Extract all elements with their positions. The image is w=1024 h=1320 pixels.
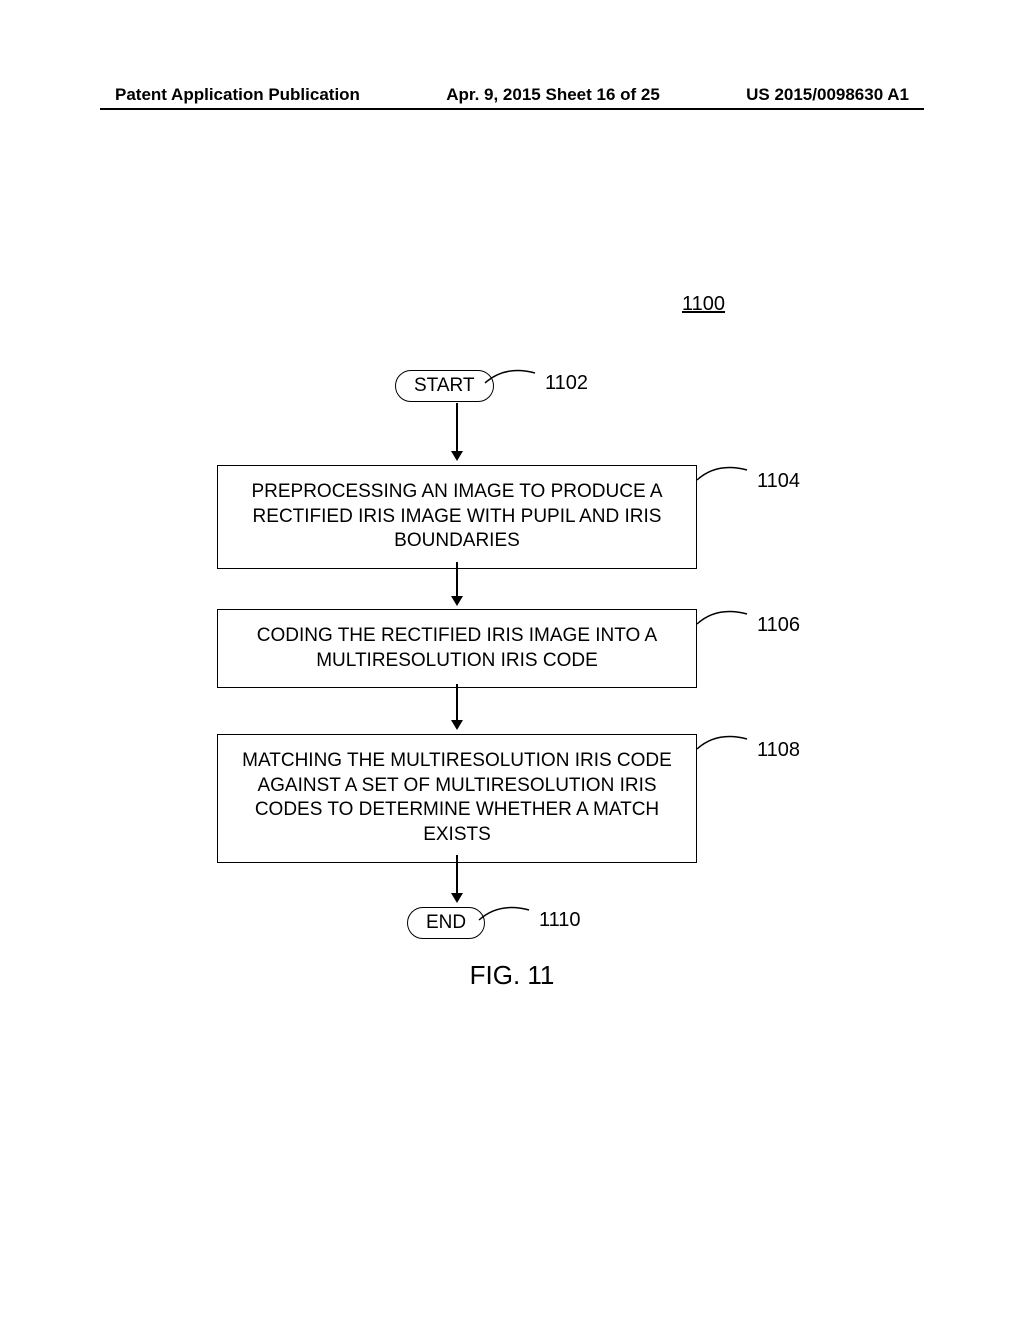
header-divider <box>100 108 924 110</box>
end-terminator: END <box>407 907 485 939</box>
ref-label-start: 1102 <box>545 372 588 395</box>
arrowhead-4 <box>451 893 463 903</box>
arrow-1 <box>456 403 458 453</box>
arrow-4 <box>456 855 458 895</box>
process-box-3: MATCHING THE MULTIRESOLUTION IRIS CODE A… <box>217 734 697 863</box>
box3-line2: AGAINST A SET OF MULTIRESOLUTION IRIS <box>257 775 656 796</box>
header-center: Apr. 9, 2015 Sheet 16 of 25 <box>446 85 660 105</box>
ref-label-1: 1104 <box>757 470 800 493</box>
arrow-2 <box>456 562 458 598</box>
leader-line-1 <box>697 462 757 502</box>
box1-line3: BOUNDARIES <box>394 530 520 551</box>
start-terminator: START <box>395 370 494 402</box>
figure-caption: FIG. 11 <box>470 960 555 991</box>
box1-line2: RECTIFIED IRIS IMAGE WITH PUPIL AND IRIS <box>253 506 662 527</box>
box3-line3: CODES TO DETERMINE WHETHER A MATCH <box>255 799 659 820</box>
ref-label-end: 1110 <box>539 909 581 932</box>
leader-line-3 <box>697 731 757 771</box>
header-right: US 2015/0098630 A1 <box>746 85 909 105</box>
process-box-1: PREPROCESSING AN IMAGE TO PRODUCE A RECT… <box>217 465 697 569</box>
header-left: Patent Application Publication <box>115 85 360 105</box>
box1-line1: PREPROCESSING AN IMAGE TO PRODUCE A <box>251 481 662 502</box>
end-label: END <box>426 912 466 933</box>
leader-line-end <box>479 902 539 942</box>
box3-line4: EXISTS <box>423 824 491 845</box>
arrowhead-3 <box>451 720 463 730</box>
process-box-2: CODING THE RECTIFIED IRIS IMAGE INTO A M… <box>217 609 697 688</box>
box2-line2: MULTIRESOLUTION IRIS CODE <box>316 650 598 671</box>
ref-label-2: 1106 <box>757 614 800 637</box>
page-header: Patent Application Publication Apr. 9, 2… <box>0 85 1024 105</box>
leader-line-2 <box>697 606 757 646</box>
arrow-3 <box>456 684 458 722</box>
ref-label-3: 1108 <box>757 739 800 762</box>
leader-line-start <box>485 365 545 405</box>
arrowhead-1 <box>451 451 463 461</box>
start-label: START <box>414 375 475 396</box>
arrowhead-2 <box>451 596 463 606</box>
figure-number: 1100 <box>682 293 725 316</box>
box2-line1: CODING THE RECTIFIED IRIS IMAGE INTO A <box>257 625 657 646</box>
box3-line1: MATCHING THE MULTIRESOLUTION IRIS CODE <box>242 750 672 771</box>
